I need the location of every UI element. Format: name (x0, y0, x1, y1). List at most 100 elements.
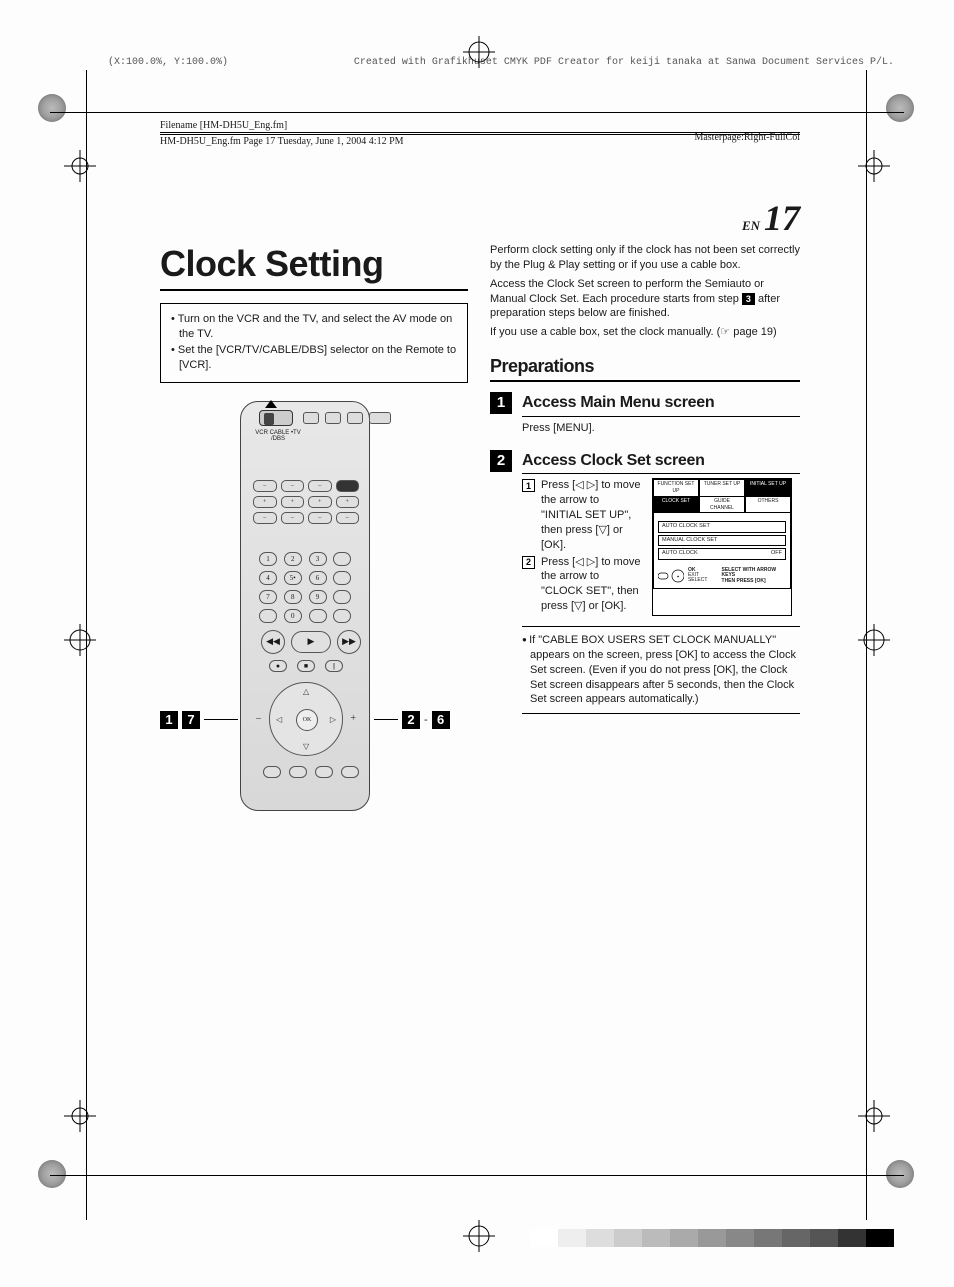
remote-button: – (253, 512, 277, 524)
intro-para: If you use a cable box, set the clock ma… (490, 325, 800, 340)
note-text: If "CABLE BOX USERS SET CLOCK MANUALLY" … (522, 633, 800, 707)
num-key: 8 (284, 590, 302, 604)
num-key: 5• (284, 571, 302, 585)
intro-para: Access the Clock Set screen to perform t… (490, 277, 800, 322)
slider-arrow-icon (265, 400, 277, 408)
number-pad: 1 2 3 4 5• 6 7 8 9 0 (259, 552, 353, 623)
step2-substeps: 1 Press [◁ ▷] to move the arrow to "INIT… (522, 478, 642, 616)
screen-tab: FUNCTION SET UP (653, 479, 699, 496)
dpad: OK △ ▽ ◁ ▷ – + (269, 682, 343, 756)
screen-tab: TUNER SET UP (699, 479, 745, 496)
screen-subtab-selected: CLOCK SET (653, 496, 699, 514)
note-separator (522, 626, 800, 627)
remote-button: – (281, 480, 305, 492)
masterpage-label: Masterpage:Right-FullCol (694, 132, 800, 143)
pause-button: || (325, 660, 343, 672)
callout-sep: - (424, 714, 428, 726)
crop-h-bottom (50, 1175, 904, 1176)
page-content: Filename [HM-DH5U_Eng.fm] HM-DH5U_Eng.fm… (160, 120, 800, 821)
substep-number: 2 (522, 556, 535, 569)
screen-line: MANUAL CLOCK SET (662, 537, 717, 544)
reg-mark-bl-inner (64, 1100, 96, 1132)
stop-button: ■ (297, 660, 315, 672)
num-key: 9 (309, 590, 327, 604)
step-number: 1 (490, 392, 512, 414)
intro-box: Turn on the VCR and the TV, and select t… (160, 303, 468, 383)
creator-readout: Created with Grafikhuset CMYK PDF Creato… (354, 57, 894, 68)
screen-tab-active: INITIAL SET UP (745, 479, 791, 496)
gray-dot-tl (38, 94, 66, 122)
remote-button: + (253, 496, 277, 508)
num-key: 0 (284, 609, 302, 623)
screen-hint: SELECT WITH ARROW KEYS THEN PRESS [OK] (722, 568, 786, 585)
substep-number: 1 (522, 479, 535, 492)
num-key (259, 609, 277, 623)
ok-button: OK (296, 709, 318, 731)
callout-left: 1 7 (160, 711, 238, 729)
reg-mark-tl-inner (64, 150, 96, 182)
remote-button: – (336, 512, 360, 524)
small-button (341, 766, 359, 778)
num-key (333, 552, 351, 566)
screen-subtab: OTHERS (745, 496, 791, 514)
page-number-value: 17 (764, 198, 800, 238)
step-number: 2 (490, 450, 512, 472)
remote-diagram: VCR CABLE •TV /DBS – – – + + + + – (160, 401, 468, 821)
num-key: 3 (309, 552, 327, 566)
remote-button: + (281, 496, 305, 508)
num-key: 2 (284, 552, 302, 566)
reg-mark-br-inner (858, 1100, 890, 1132)
tv-screen-mock: FUNCTION SET UP TUNER SET UP INITIAL SET… (652, 478, 792, 616)
page-title: Clock Setting (160, 243, 468, 291)
step-title: Access Clock Set screen (522, 450, 800, 475)
reg-mark-tr-inner (858, 150, 890, 182)
step-1: 1 Access Main Menu screen Press [MENU]. (490, 392, 800, 435)
intro-text: Access the Clock Set screen to perform t… (490, 278, 764, 305)
rewind-button: ◀◀ (261, 630, 285, 654)
bottom-button-row (263, 766, 359, 778)
slider-label: VCR CABLE •TV /DBS (255, 430, 301, 442)
remote-button: + (336, 496, 360, 508)
num-key: 6 (309, 571, 327, 585)
reg-mark-ml (64, 624, 96, 656)
num-key (333, 609, 351, 623)
step-body-text: Press [MENU]. (522, 421, 800, 436)
crop-v-right (866, 70, 867, 1220)
remote-button: – (308, 480, 332, 492)
play-button: ▶ (291, 631, 331, 653)
gray-dot-br (886, 1160, 914, 1188)
substep-text: Press [◁ ▷] to move the arrow to "INITIA… (541, 478, 642, 552)
intro-bullet: Turn on the VCR and the TV, and select t… (171, 312, 457, 343)
remote-body: VCR CABLE •TV /DBS – – – + + + + – (240, 401, 370, 811)
num-key (333, 590, 351, 604)
callout-chip: 1 (160, 711, 178, 729)
num-key: 7 (259, 590, 277, 604)
small-button (315, 766, 333, 778)
gray-dot-bl (38, 1160, 66, 1188)
remote-button: – (308, 512, 332, 524)
intro-bullet: Set the [VCR/TV/CABLE/DBS] selector on t… (171, 343, 457, 374)
reg-mark-bottom (463, 1220, 495, 1252)
rec-stop-pause-row: ● ■ || (269, 660, 343, 672)
scale-readout: (X:100.0%, Y:100.0%) (108, 57, 228, 68)
remote-button: – (253, 480, 277, 492)
screen-foot-left: EXIT SELECT (688, 573, 718, 583)
left-column: Clock Setting Turn on the VCR and the TV… (160, 243, 468, 821)
small-button (263, 766, 281, 778)
step-ref-chip: 3 (742, 293, 755, 305)
substep-text: Press [◁ ▷] to move the arrow to "CLOCK … (541, 555, 642, 614)
remote-button: – (281, 512, 305, 524)
small-button (289, 766, 307, 778)
reg-mark-top (463, 36, 495, 68)
svg-text:✦: ✦ (676, 574, 680, 579)
crop-v-left (86, 70, 87, 1220)
preparations-heading: Preparations (490, 354, 800, 382)
intro-para: Perform clock setting only if the clock … (490, 243, 800, 273)
screen-line: AUTO CLOCK SET (662, 523, 710, 530)
plus-minus-grid: – – – + + + + – – – – (253, 480, 359, 524)
gray-dot-tr (886, 94, 914, 122)
callout-chip: 6 (432, 711, 450, 729)
num-key (333, 571, 351, 585)
reg-mark-mr (858, 624, 890, 656)
screen-line: AUTO CLOCK (662, 550, 698, 557)
